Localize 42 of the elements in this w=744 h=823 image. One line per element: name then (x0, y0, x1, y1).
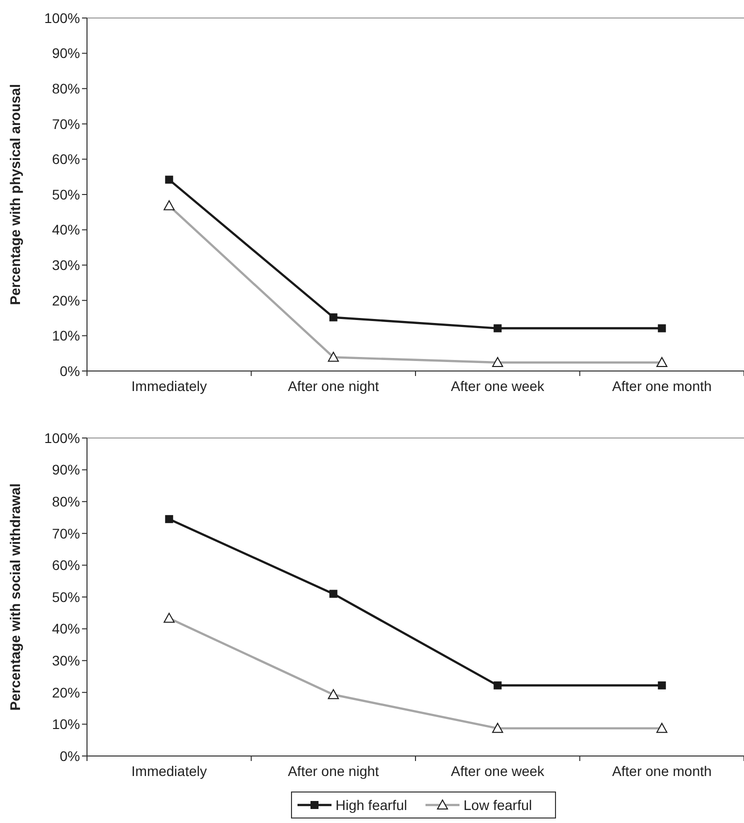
y-tick-label: 60% (52, 151, 80, 168)
point (329, 590, 338, 598)
point (165, 176, 174, 184)
point (658, 681, 666, 690)
point (329, 313, 338, 322)
y-tick-label: 30% (52, 652, 80, 668)
x-tick-label: After one night (288, 763, 380, 779)
y-tick-label: 100% (44, 10, 80, 26)
x-tick-label: After one week (450, 378, 546, 394)
y-tick-label: 80% (52, 494, 80, 510)
y-tick-label: 50% (52, 588, 80, 605)
x-tick-label: After one week (450, 763, 546, 779)
y-tick-label: 40% (52, 222, 80, 238)
y-tick-label: 60% (52, 557, 80, 574)
y-tick-label: 70% (52, 525, 80, 542)
x-tick-label: Immediately (131, 763, 207, 779)
x-tick-label: After one month (612, 763, 712, 779)
y-tick-label: 90% (52, 462, 80, 478)
y-tick-label: 20% (52, 684, 80, 700)
y-tick-label: 20% (52, 292, 80, 308)
y-axis-title: Percentage with physical arousal (7, 84, 23, 305)
legend-label: High fearful (336, 796, 408, 813)
point (494, 681, 502, 690)
y-tick-label: 40% (52, 620, 80, 637)
x-tick-label: Immediately (131, 378, 207, 394)
y-tick-label: 30% (52, 257, 80, 273)
point (658, 324, 666, 332)
y-tick-label: 90% (52, 45, 80, 62)
x-tick-label: After one month (612, 378, 712, 394)
legend-label: Low fearful (464, 796, 532, 813)
x-tick-label: After one night (288, 378, 380, 394)
y-tick-label: 10% (52, 716, 80, 732)
point (494, 324, 502, 332)
y-tick-label: 0% (60, 748, 80, 764)
y-tick-label: 70% (52, 116, 80, 132)
y-tick-label: 50% (52, 186, 80, 202)
point (165, 515, 174, 524)
y-tick-label: 80% (52, 80, 80, 96)
y-tick-label: 100% (44, 430, 80, 446)
y-tick-label: 10% (52, 328, 80, 344)
y-tick-label: 0% (60, 362, 80, 379)
y-axis-title: Percentage with social withdrawal (7, 483, 23, 711)
